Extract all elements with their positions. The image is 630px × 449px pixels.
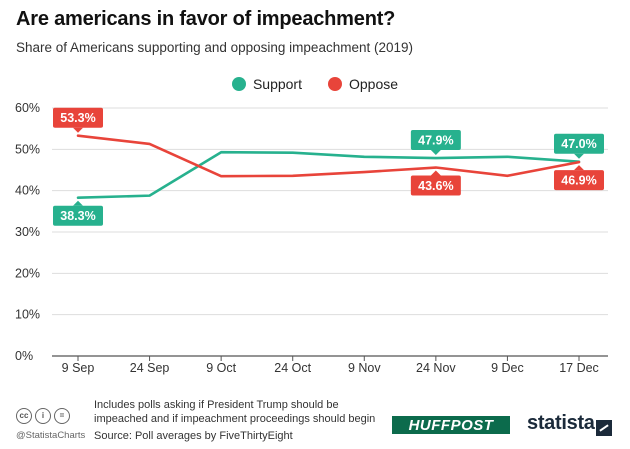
data-label-box — [53, 107, 103, 128]
chart-note: Includes polls asking if President Trump… — [94, 399, 376, 425]
data-label-oppose: 46.9% — [554, 165, 604, 191]
data-label-pointer — [430, 150, 441, 156]
data-label-box — [410, 175, 461, 196]
data-label-text: 53.3% — [60, 111, 95, 125]
data-label-support: 47.0% — [554, 133, 604, 159]
legend-item-oppose: Oppose — [328, 76, 398, 92]
x-tick-label: 24 Oct — [274, 361, 311, 375]
y-tick-label: 10% — [15, 308, 40, 322]
huffpost-logo[interactable]: HUFFPOST — [392, 416, 510, 434]
data-label-support: 38.3% — [53, 200, 103, 226]
chart-footer: cc i = @StatistaCharts Includes polls as… — [0, 390, 630, 449]
x-tick-label: 17 Dec — [559, 361, 599, 375]
y-tick-label: 30% — [15, 225, 40, 239]
x-tick-label: 24 Sep — [130, 361, 170, 375]
cc-icon: cc — [16, 408, 32, 424]
data-label-box — [554, 133, 604, 154]
data-label-pointer — [430, 170, 441, 176]
x-tick-label: 9 Nov — [348, 361, 381, 375]
data-label-pointer — [574, 153, 584, 159]
data-label-text: 46.9% — [561, 174, 596, 188]
data-label-support: 47.9% — [410, 130, 461, 156]
data-label-box — [410, 130, 461, 151]
legend-swatch-support — [231, 77, 246, 91]
chart-subtitle: Share of Americans supporting and opposi… — [16, 40, 413, 55]
legend-swatch-oppose — [328, 77, 342, 91]
statista-logo[interactable]: statista — [527, 412, 595, 434]
y-tick-label: 60% — [15, 101, 40, 115]
line-chart: 0% 10% 20% 30% 40% 50% 60% 9 Sep 24 Sep 9 Oct 24 O… — [15, 101, 608, 375]
x-tick-label: 9 Dec — [491, 361, 524, 375]
data-label-oppose: 43.6% — [410, 170, 461, 196]
series-line-oppose — [76, 134, 581, 178]
y-tick-label: 0% — [15, 349, 33, 363]
x-tick-label: 9 Oct — [206, 361, 236, 375]
chart-legend: Support Oppose — [0, 76, 630, 92]
chart-title: Are americans in favor of impeachment? — [16, 8, 396, 30]
y-tick-label: 20% — [15, 266, 40, 280]
statista-logo-icon[interactable] — [596, 420, 612, 436]
data-label-text: 38.3% — [60, 209, 95, 223]
y-tick-label: 50% — [15, 142, 40, 156]
data-label-pointer — [574, 165, 584, 171]
legend-label-support: Support — [252, 76, 302, 92]
data-label-text: 43.6% — [418, 179, 453, 193]
chart-source[interactable]: Source: Poll averages by FiveThirtyEight — [94, 430, 293, 442]
data-label-pointer — [73, 127, 83, 133]
data-label-pointer — [73, 200, 83, 206]
legend-item-support: Support — [231, 76, 302, 92]
x-tick-label: 24 Nov — [416, 361, 456, 375]
legend-label-oppose: Oppose — [349, 76, 399, 92]
series-line-support — [76, 150, 581, 199]
no-derivatives-icon: = — [54, 408, 70, 424]
statista-handle: @StatistaCharts — [16, 430, 86, 441]
x-tick-label: 9 Sep — [62, 361, 95, 375]
attribution-icon: i — [35, 408, 51, 424]
data-label-text: 47.0% — [561, 137, 596, 151]
data-label-oppose: 53.3% — [53, 107, 103, 133]
data-label-box — [554, 170, 604, 191]
data-label-text: 47.9% — [418, 134, 453, 148]
y-tick-label: 40% — [15, 184, 40, 198]
data-label-box — [53, 205, 103, 226]
license-icons: cc i = — [16, 408, 70, 424]
